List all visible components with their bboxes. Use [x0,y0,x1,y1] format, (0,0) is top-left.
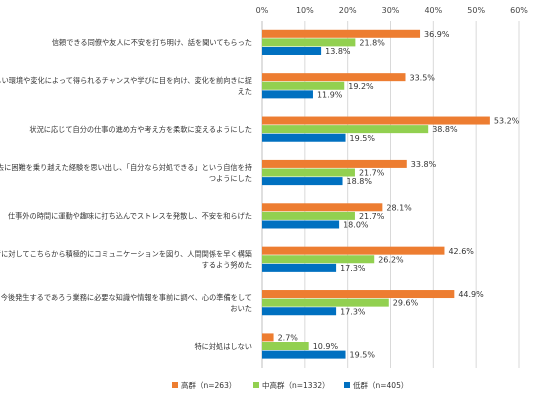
bar [262,211,355,220]
data-label: 17.3% [340,264,366,273]
category-label: 状況に応じて自分の仕事の進め方や考え方を柔軟に変えるようにした [29,125,252,134]
category-labels: 信頼できる同僚や友人に不安を打ち明け、話を聞いてもらった新しい環境や変化によって… [0,38,252,351]
category-label: 過去に困難を乗り越えた経験を思い出し、「自分なら対処できる」という自信を持 [0,163,252,172]
category-label: つようにした [209,174,252,183]
data-label: 26.2% [378,255,404,264]
legend-label: 低群（n=405） [353,380,408,390]
legend-label: 中高群（n=1332） [262,380,330,390]
category-label: 仕事外の時間に運動や趣味に打ち込んでストレスを発散し、不安を和らげた [8,212,252,221]
data-label: 21.7% [359,212,385,221]
bar [262,350,346,359]
data-label: 18.8% [347,177,373,186]
data-label: 33.5% [409,73,435,82]
data-label: 19.2% [348,82,374,91]
category-label: するよう努めた [202,261,252,270]
category-label: えた [238,87,252,96]
data-label: 33.8% [411,160,437,169]
bar [262,38,356,47]
bars [262,29,490,359]
bar [262,203,383,212]
bar [262,46,322,55]
data-label: 18.0% [343,221,369,230]
x-tick-label: 30% [382,6,400,15]
bar [262,290,455,299]
category-label: 今後発生するであろう業務に必要な知識や情報を事前に調べ、心の準備をして [1,293,252,302]
bar [262,342,309,351]
x-tick-label: 0% [256,6,269,15]
bar [262,333,274,342]
bar [262,29,421,38]
bar [262,307,337,316]
data-label: 29.6% [393,299,419,308]
bar [262,90,313,99]
bar [262,255,375,264]
data-label: 38.8% [432,125,458,134]
value-labels: 36.9% 21.8% 13.8% 33.5% 19.2% 11.9% 53.2% 38.8%… [278,30,520,360]
bar [262,159,407,168]
legend-swatch [172,382,178,388]
x-tick-label: 10% [296,6,314,15]
category-label: おいた [230,304,252,313]
data-label: 44.9% [458,290,484,299]
category-label: 信頼できる同僚や友人に不安を打ち明け、話を聞いてもらった [52,38,252,47]
bar [262,298,389,307]
bar [262,125,429,134]
data-label: 11.9% [317,90,343,99]
x-tick-label: 60% [510,6,528,15]
category-label: 特に対処はしない [194,342,252,351]
x-tick-label: 20% [339,6,357,15]
data-label: 17.3% [340,307,366,316]
legend: 高群（n=263） 中高群（n=1332） 低群（n=405） [172,380,408,390]
gridlines [261,21,520,368]
data-label: 19.5% [350,134,376,143]
data-label: 2.7% [278,334,299,343]
legend-label: 高群（n=263） [181,380,236,390]
x-tick-label: 40% [424,6,442,15]
bar [262,133,346,142]
legend-swatch [344,382,350,388]
legend-swatch [253,382,259,388]
bar [262,81,345,90]
category-label: 関係者に対してこちらから積極的にコミュニケーションを図り、人間関係を早く構築 [0,250,252,259]
data-label: 36.9% [424,30,450,39]
data-label: 10.9% [313,342,339,351]
data-label: 28.1% [386,203,412,212]
data-label: 13.8% [325,47,351,56]
data-label: 21.8% [359,38,385,47]
bar [262,220,340,229]
bar [262,246,445,255]
bar [262,168,355,177]
bar [262,177,343,186]
bar [262,263,337,272]
data-label: 21.7% [359,169,385,178]
x-axis-ticks: 0% 10% 20% 30% 40% 50% 60% [256,6,529,15]
data-label: 42.6% [448,247,474,256]
bar [262,73,406,82]
category-label: 新しい環境や変化によって得られるチャンスや学びに目を向け、変化を前向きに捉 [0,76,252,85]
x-tick-label: 50% [467,6,485,15]
data-label: 53.2% [494,117,520,126]
data-label: 19.5% [350,351,376,360]
bar [262,116,490,125]
